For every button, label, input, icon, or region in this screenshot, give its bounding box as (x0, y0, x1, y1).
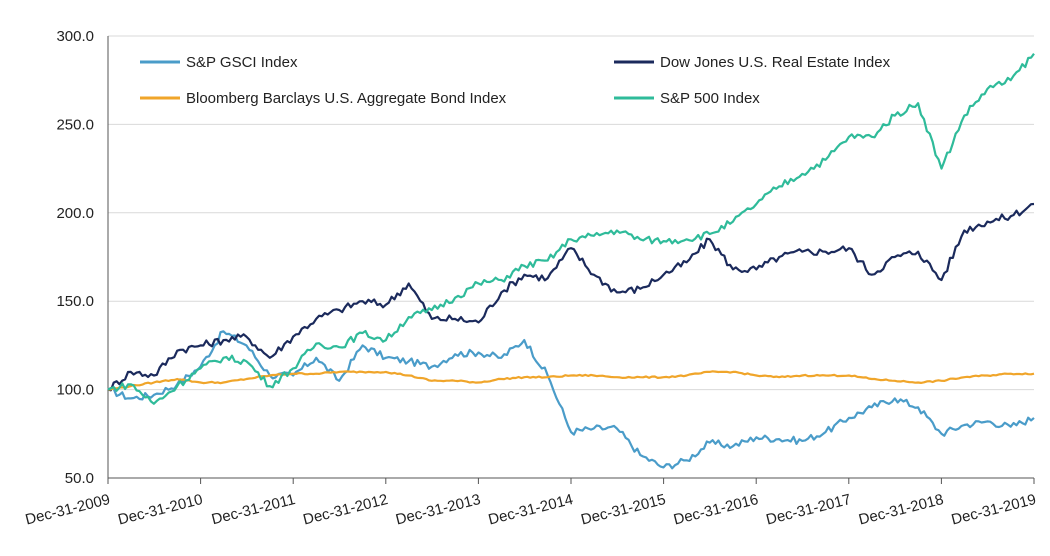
y-tick-label: 250.0 (56, 116, 94, 133)
series-line-1 (107, 330, 1035, 470)
y-tick-label: 200.0 (56, 205, 94, 222)
x-tick-label: Dec-31-2015 (579, 491, 667, 528)
legend-label: Bloomberg Barclays U.S. Aggregate Bond I… (186, 90, 507, 107)
y-tick-label: 300.0 (56, 28, 94, 45)
x-tick-label: Dec-31-2014 (487, 491, 575, 528)
legend-label: S&P 500 Index (660, 90, 760, 107)
series-lines (107, 53, 1035, 470)
x-tick-label: Dec-31-2017 (764, 491, 852, 528)
x-tick-label: Dec-31-2010 (116, 491, 204, 528)
x-tick-label: Dec-31-2011 (210, 491, 297, 528)
x-tick-label: Dec-31-2012 (301, 491, 389, 528)
x-tick-label: Dec-31-2013 (394, 491, 482, 528)
y-tick-label: 150.0 (56, 293, 94, 310)
y-tick-label: 50.0 (65, 470, 94, 487)
x-tick-label: Dec-31-2019 (950, 491, 1038, 528)
series-line-2 (107, 202, 1035, 392)
axes: 50.0 100.0 150.0 200.0 250.0 300.0 Dec-31-2009… (24, 28, 1038, 529)
legend: S&P GSCI Index Dow Jones U.S. Real Estate… (140, 54, 891, 107)
x-tick-label: Dec-31-2016 (672, 491, 760, 528)
legend-label: Dow Jones U.S. Real Estate Index (660, 54, 891, 71)
series-line-3 (107, 370, 1035, 391)
gridlines (108, 35, 1034, 391)
series-line-4 (107, 53, 1035, 405)
y-tick-label: 100.0 (56, 382, 94, 399)
x-tick-label: Dec-31-2009 (24, 491, 112, 528)
legend-label: S&P GSCI Index (186, 54, 298, 71)
x-tick-label: Dec-31-2018 (857, 491, 945, 528)
